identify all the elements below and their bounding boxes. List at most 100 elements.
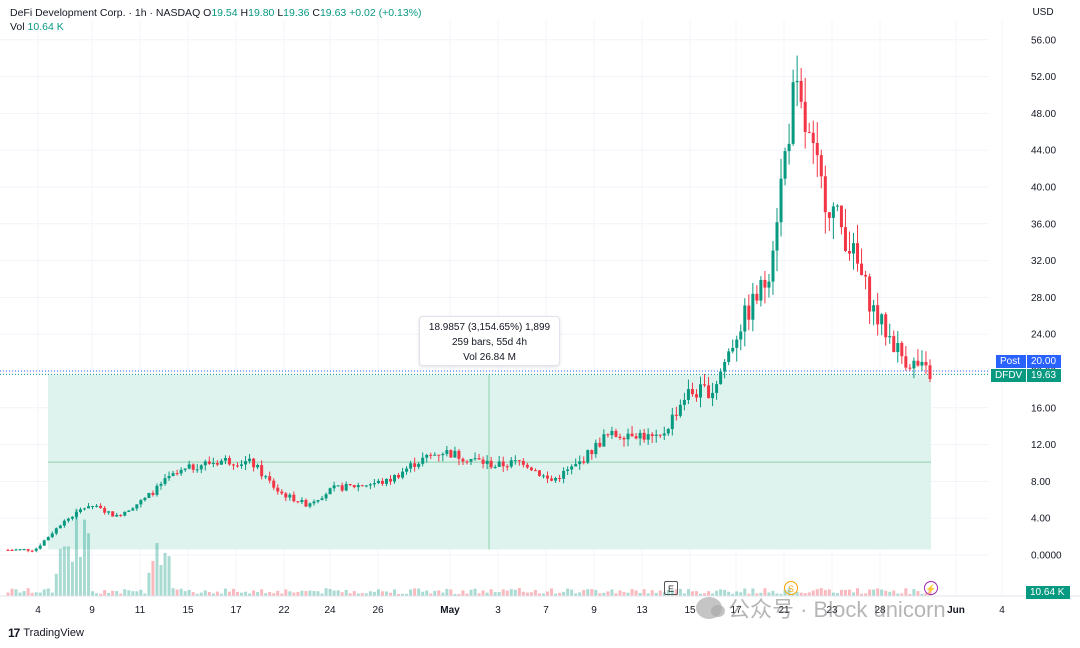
candle-body [554,477,558,481]
volume-bar [227,591,231,596]
candle-body [815,143,819,156]
x-tick-label: 24 [324,605,336,616]
candle-body [610,430,614,436]
volume-bar [409,589,413,596]
volume-bar [763,588,767,596]
volume-bar [707,591,711,596]
earnings-marker[interactable]: E [664,581,678,595]
volume-bar [699,593,703,596]
volume-bar [912,589,916,596]
candle-body [550,478,554,481]
volume-bar [678,588,682,596]
volume-bar [546,591,550,596]
candle-body [839,205,843,228]
volume-bar [244,591,248,596]
candle-body [783,151,787,179]
volume-bar [638,592,642,596]
volume-bar [771,590,775,596]
volume-bar [131,591,135,596]
y-tick-label: 16.00 [1031,403,1056,414]
x-tick-label: 21 [778,605,790,616]
volume-bar [348,593,352,596]
watermark-text: 公众号 · Block unicorn [728,597,946,622]
volume-bar [815,589,819,596]
volume-bar [46,588,50,596]
candle-body [453,450,457,458]
lightning-icon[interactable]: ⚡ [924,581,938,595]
symbol-title[interactable]: DeFi Development Corp. · 1h · NASDAQ [10,7,201,19]
candle-body [751,293,755,320]
candle-body [517,460,521,462]
candle-body [831,206,835,218]
candle-body [151,493,155,495]
volume-bar [497,592,501,596]
measure-volume: Vol 26.84 M [463,352,516,363]
candle-body [260,465,264,477]
volume-bar [719,589,723,596]
volume-bar [139,589,143,596]
volume-bar [690,591,694,596]
candle-body [78,509,82,513]
volume-bar [360,593,364,596]
volume-bar [441,592,445,596]
volume-bar [843,589,847,596]
volume-bar [852,592,856,596]
candle-body [614,430,618,437]
volume-bar [884,590,888,596]
candle-body [316,499,320,502]
currency-button[interactable]: USD [1022,3,1064,23]
volume-bar [574,593,578,596]
volume-bar [167,556,171,596]
candle-body [731,347,735,352]
candle-body [904,356,908,368]
volume-bar [356,593,360,596]
volume-bar [529,592,533,596]
candle-body [388,478,392,482]
volume-bar [332,590,336,596]
volume-bar [501,589,505,596]
volume-bar [481,590,485,596]
candle-body [70,516,74,519]
volume-bar [856,588,860,596]
volume-bar [159,565,163,596]
volume-bar [779,593,783,596]
volume-bar [795,591,799,596]
x-tick-label: 28 [874,605,886,616]
y-tick-label: 12.00 [1031,440,1056,451]
candle-body [248,458,252,462]
volume-bar [606,591,610,596]
candle-body [393,474,397,482]
volume-bar [103,590,107,596]
tradingview-logo[interactable]: 17 TradingView [8,626,84,640]
volume-bar [111,590,115,596]
volume-bar [775,593,779,596]
volume-bar [296,591,300,596]
candle-body [578,461,582,465]
volume-bar [252,590,256,596]
candle-body [143,497,147,501]
candle-body [570,466,574,470]
volume-bar [207,591,211,596]
volume-bar [533,589,537,596]
candle-body [348,483,352,486]
volume-bar [260,589,264,596]
candle-body [223,458,227,461]
candle-body [38,545,42,549]
volume-bar [461,590,465,596]
low-label: L [277,7,284,19]
candle-body [843,227,847,251]
candle-body [533,470,537,472]
volume-bar [22,591,26,596]
y-tick-label: 32.00 [1031,256,1056,267]
candle-body [50,533,54,538]
candle-body [686,389,690,400]
candle-body [558,477,562,479]
candle-body [62,520,66,526]
candle-body [284,493,288,498]
dividend-marker[interactable]: S [784,581,798,595]
candle-body [91,506,95,508]
x-tick-label: 23 [826,605,838,616]
candle-body [924,361,928,366]
candle-body [803,101,807,132]
